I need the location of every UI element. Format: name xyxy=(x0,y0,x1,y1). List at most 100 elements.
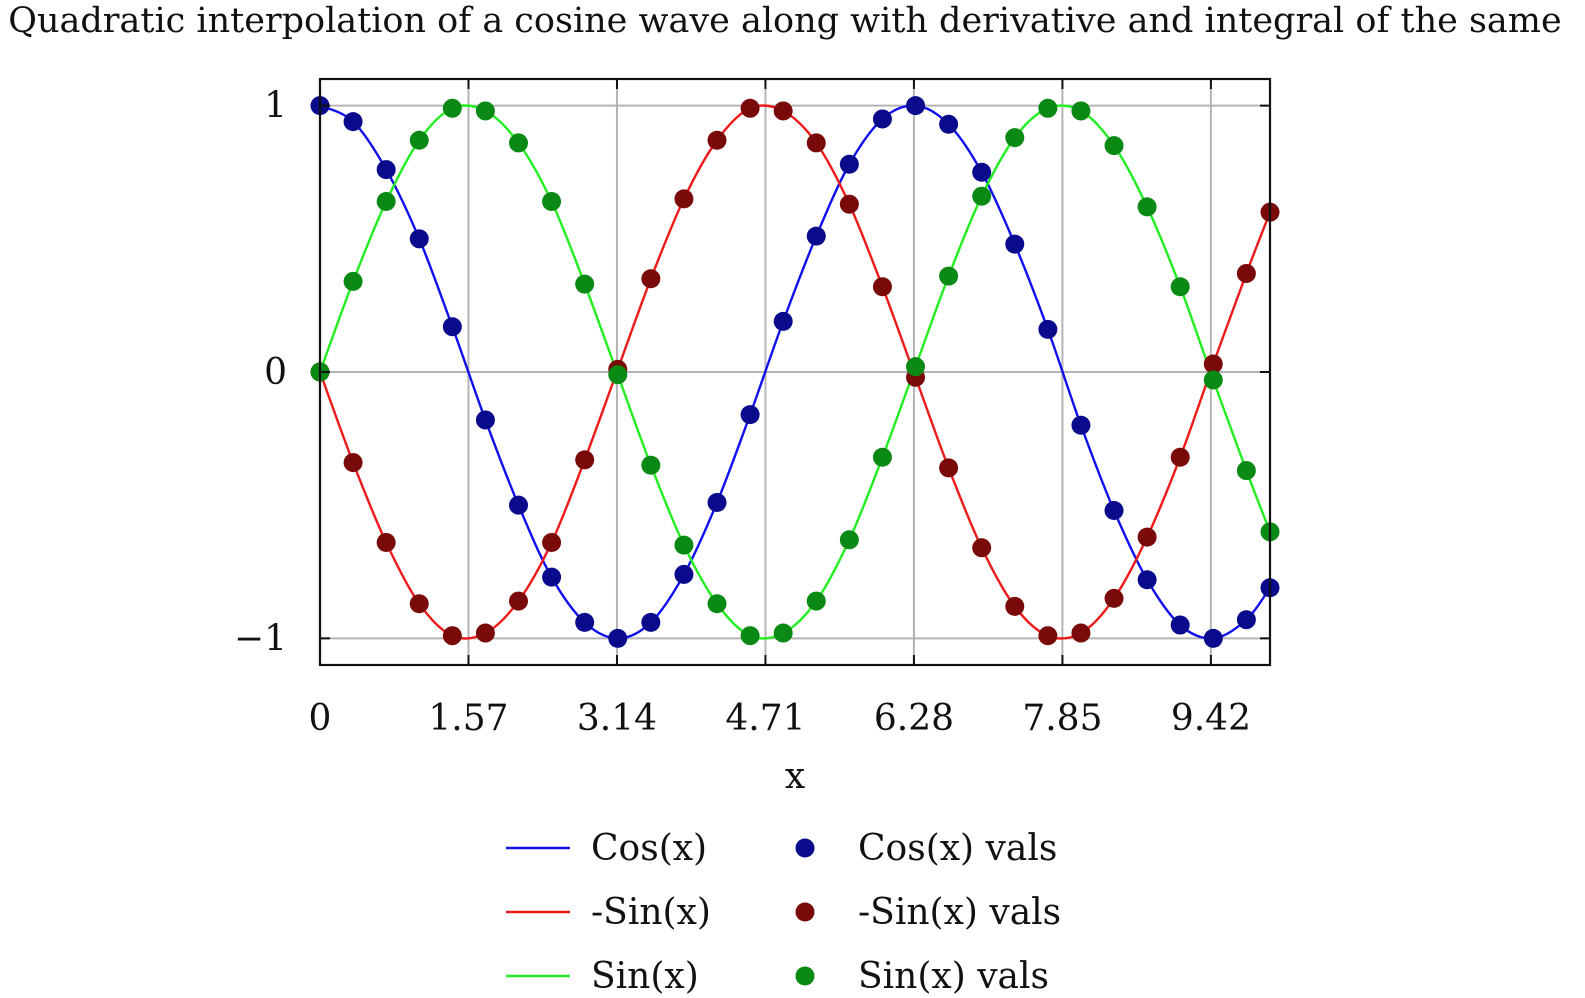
x-axis-label: x xyxy=(785,756,805,797)
data-point xyxy=(542,532,562,552)
data-point xyxy=(641,269,661,289)
data-point xyxy=(641,612,661,632)
legend-label: Sin(x) xyxy=(591,956,699,997)
data-point xyxy=(1137,570,1157,590)
data-point xyxy=(442,626,462,646)
data-point xyxy=(674,189,694,209)
x-tick-label: 9.42 xyxy=(1171,698,1251,739)
data-point xyxy=(1071,415,1091,435)
data-point xyxy=(906,96,926,116)
data-point xyxy=(575,612,595,632)
y-tick-label: 1 xyxy=(264,86,287,127)
data-point xyxy=(872,109,892,129)
legend-label: Cos(x) vals xyxy=(858,828,1057,869)
data-point xyxy=(939,266,959,286)
y-tick-label: 0 xyxy=(264,352,287,393)
legend-label: -Sin(x) xyxy=(591,892,711,933)
data-point xyxy=(1203,628,1223,648)
series-points xyxy=(310,96,1280,648)
x-tick-label: 6.28 xyxy=(874,698,954,739)
data-point xyxy=(707,594,727,614)
data-point xyxy=(575,274,595,294)
data-point xyxy=(674,564,694,584)
chart-title: Quadratic interpolation of a cosine wave… xyxy=(8,1,1561,41)
data-point xyxy=(343,271,363,291)
data-point xyxy=(542,192,562,212)
data-point xyxy=(740,405,760,425)
data-point xyxy=(1005,128,1025,148)
data-point xyxy=(839,154,859,174)
data-point xyxy=(509,133,529,153)
data-point xyxy=(608,628,628,648)
x-tick-label: 1.57 xyxy=(428,698,508,739)
data-point xyxy=(773,623,793,643)
data-point xyxy=(1203,370,1223,390)
data-point xyxy=(1170,277,1190,297)
data-point xyxy=(939,458,959,478)
data-point xyxy=(409,130,429,150)
data-point xyxy=(1005,596,1025,616)
data-point xyxy=(839,194,859,214)
data-point xyxy=(906,357,926,377)
data-point xyxy=(641,455,661,475)
data-point xyxy=(575,450,595,470)
legend-point-swatch xyxy=(795,966,815,986)
data-point xyxy=(442,317,462,337)
data-point xyxy=(1137,527,1157,547)
data-point xyxy=(1170,447,1190,467)
x-tick-labels: 0 1.57 3.14 4.71 6.28 7.85 9.42 xyxy=(309,698,1251,739)
data-point xyxy=(1236,263,1256,283)
data-point xyxy=(376,160,396,180)
data-point xyxy=(475,410,495,430)
x-tick-label: 3.14 xyxy=(577,698,657,739)
data-point xyxy=(1236,461,1256,481)
data-point xyxy=(839,530,859,550)
data-point xyxy=(674,535,694,555)
data-point xyxy=(707,493,727,513)
legend-label: Cos(x) xyxy=(591,828,707,869)
data-point xyxy=(740,626,760,646)
data-point xyxy=(806,226,826,246)
data-point xyxy=(343,112,363,132)
data-point xyxy=(608,365,628,385)
data-point xyxy=(1005,234,1025,254)
data-point xyxy=(872,447,892,467)
data-point xyxy=(972,186,992,206)
data-point xyxy=(1038,626,1058,646)
data-point xyxy=(376,532,396,552)
data-point xyxy=(1038,98,1058,118)
y-tick-label: −1 xyxy=(234,618,287,659)
data-point xyxy=(707,130,727,150)
axis-ticks xyxy=(319,79,1270,665)
data-point xyxy=(1203,354,1223,374)
legend-point-swatch xyxy=(795,838,815,858)
data-point xyxy=(542,567,562,587)
data-point xyxy=(509,591,529,611)
legend-label: Sin(x) vals xyxy=(858,956,1049,997)
data-point xyxy=(376,192,396,212)
data-point xyxy=(773,101,793,121)
data-point xyxy=(343,453,363,473)
x-tick-label: 7.85 xyxy=(1022,698,1102,739)
data-point xyxy=(740,98,760,118)
legend-point-swatch xyxy=(795,902,815,922)
data-point xyxy=(409,229,429,249)
data-point xyxy=(1104,136,1124,156)
data-point xyxy=(806,591,826,611)
data-point xyxy=(972,162,992,182)
legend-label: -Sin(x) vals xyxy=(858,892,1061,933)
data-point xyxy=(939,114,959,134)
data-point xyxy=(806,133,826,153)
data-point xyxy=(409,594,429,614)
data-point xyxy=(1137,197,1157,217)
data-point xyxy=(872,277,892,297)
data-point xyxy=(509,495,529,515)
data-point xyxy=(972,538,992,558)
data-point xyxy=(442,98,462,118)
data-point xyxy=(1236,610,1256,630)
data-point xyxy=(1038,319,1058,339)
data-point xyxy=(475,623,495,643)
data-point xyxy=(1104,588,1124,608)
data-point xyxy=(1104,501,1124,521)
